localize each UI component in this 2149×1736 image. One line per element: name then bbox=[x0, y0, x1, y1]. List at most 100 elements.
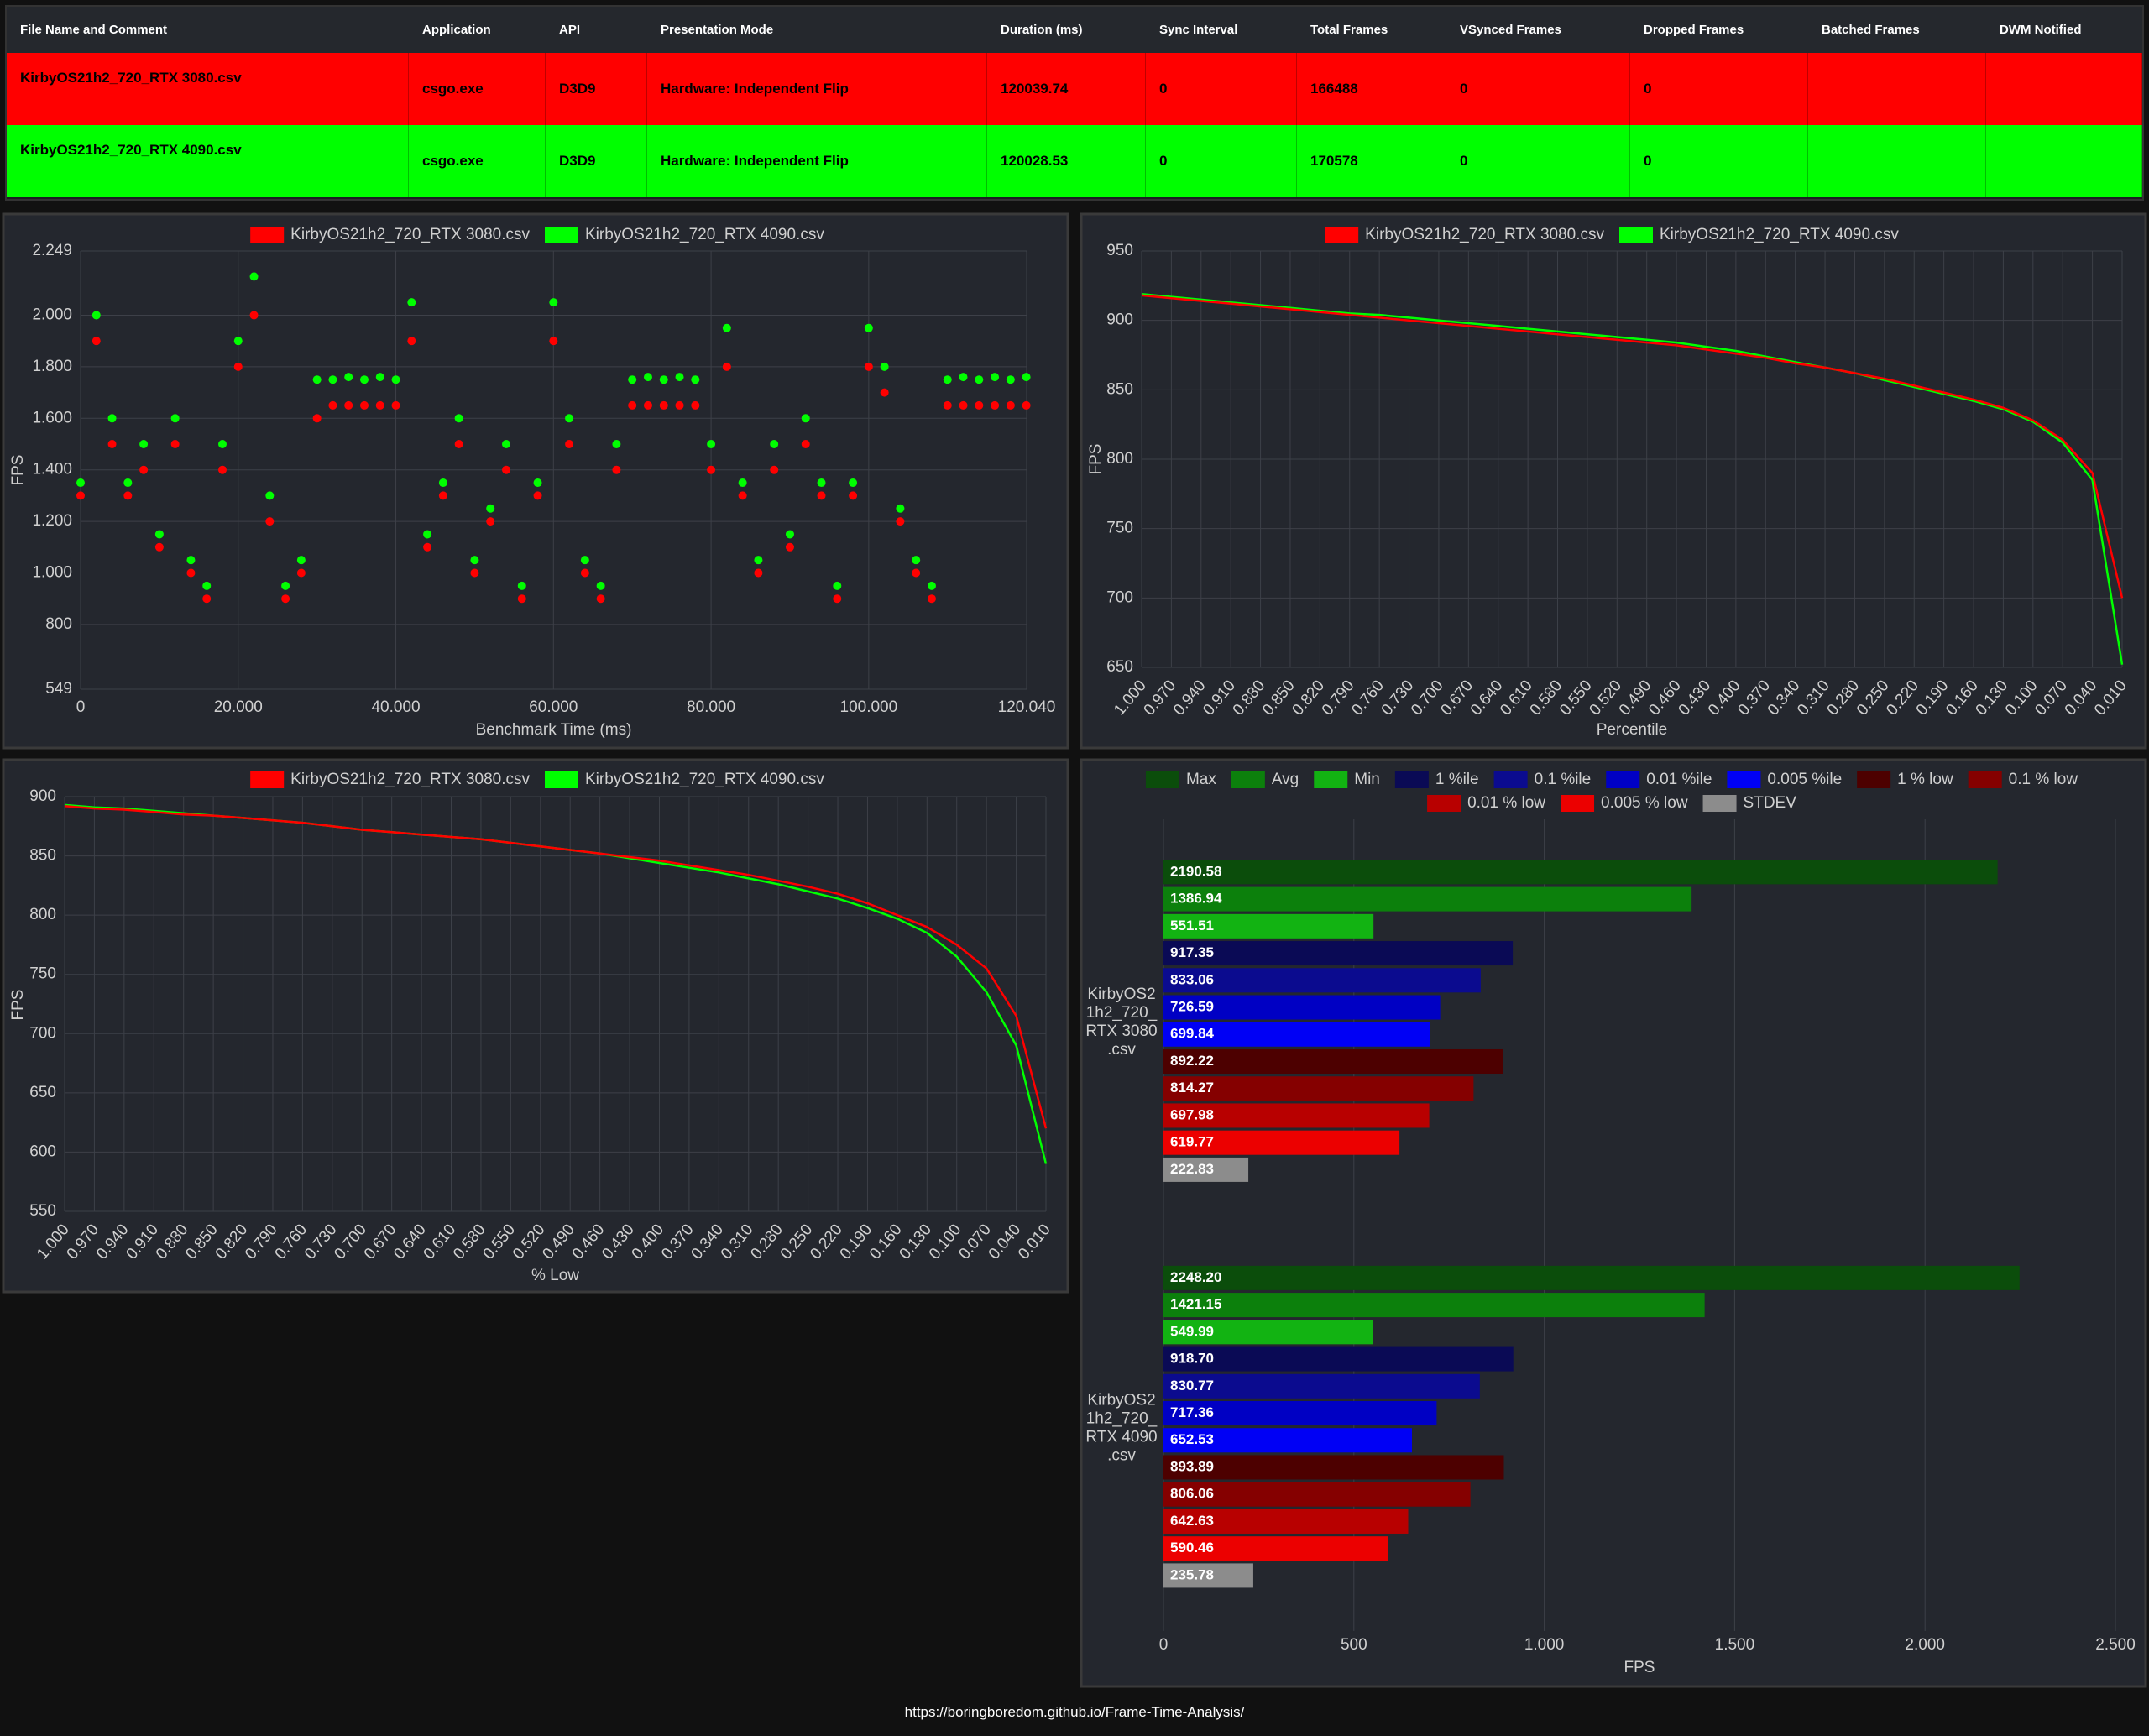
cell: 0 bbox=[1146, 53, 1297, 125]
cell: csgo.exe bbox=[409, 125, 546, 197]
y-tick-label: 1.600 bbox=[32, 409, 72, 426]
bar-value-label: 2190.58 bbox=[1170, 863, 1221, 879]
legend-swatch bbox=[1702, 795, 1737, 812]
scatter-point bbox=[328, 400, 337, 410]
scatter-point bbox=[612, 439, 621, 448]
legend-label: KirbyOS21h2_720_RTX 3080.csv bbox=[290, 226, 530, 243]
header-cell: Presentation Mode bbox=[661, 23, 774, 37]
y-tick-label: 750 bbox=[29, 965, 56, 983]
scatter-point bbox=[312, 375, 322, 384]
legend-swatch bbox=[1145, 771, 1179, 788]
scatter-point bbox=[770, 439, 779, 448]
bar-value-label: 590.46 bbox=[1170, 1540, 1214, 1556]
scatter-point bbox=[359, 375, 369, 384]
scatter-point bbox=[186, 556, 196, 565]
scatter-point bbox=[186, 568, 196, 578]
scatter-point bbox=[896, 517, 905, 526]
y-tick-label: 2.000 bbox=[32, 306, 72, 323]
scatter-point bbox=[391, 400, 400, 410]
y-tick-label: 800 bbox=[45, 615, 72, 633]
scatter-point bbox=[486, 517, 495, 526]
scatter-point bbox=[817, 491, 826, 500]
scatter-point bbox=[943, 375, 952, 384]
bar-value-label: 830.77 bbox=[1170, 1378, 1214, 1394]
scatter-point bbox=[375, 400, 384, 410]
legend-swatch bbox=[1968, 771, 2002, 788]
bar-value-label: 222.83 bbox=[1170, 1161, 1214, 1177]
x-tick-label: 100.000 bbox=[840, 698, 898, 716]
scatter-point bbox=[722, 323, 731, 332]
scatter-point bbox=[549, 298, 558, 307]
y-axis-label: FPS bbox=[9, 990, 27, 1021]
legend-label: 1 % low bbox=[1897, 771, 1953, 788]
header-cell: Duration (ms) bbox=[1001, 23, 1083, 37]
scatter-point bbox=[565, 414, 574, 423]
scatter-point bbox=[454, 414, 463, 423]
footer-link[interactable]: https://boringboredom.github.io/Frame-Ti… bbox=[904, 1704, 1245, 1720]
x-tick-label: 0 bbox=[76, 698, 86, 716]
data-row: KirbyOS21h2_720_RTX 3080.csv csgo.exe D3D9… bbox=[7, 53, 2142, 125]
x-tick-label: 500 bbox=[1341, 1636, 1367, 1654]
scatter-point bbox=[628, 400, 637, 410]
scatter-point bbox=[344, 400, 353, 410]
scatter-point bbox=[927, 581, 936, 590]
bar bbox=[1163, 1265, 2020, 1290]
scatter-point bbox=[722, 362, 731, 371]
empty-cell bbox=[1986, 125, 2142, 197]
bar-value-label: 549.99 bbox=[1170, 1323, 1214, 1339]
scatter-point bbox=[454, 439, 463, 448]
scatter-point bbox=[265, 491, 275, 500]
scatter-point bbox=[76, 491, 85, 500]
cell: Hardware: Independent Flip bbox=[647, 53, 987, 125]
scatter-point bbox=[643, 373, 652, 382]
bar bbox=[1163, 1103, 1430, 1128]
scatter-point bbox=[501, 439, 510, 448]
legend-swatch bbox=[1606, 771, 1640, 788]
scatter-point bbox=[785, 530, 794, 539]
scatter-point bbox=[328, 375, 337, 384]
bar-value-label: 814.27 bbox=[1170, 1080, 1214, 1095]
scatter-point bbox=[170, 439, 180, 448]
y-tick-label: 950 bbox=[1106, 242, 1133, 259]
scatter-point bbox=[580, 556, 589, 565]
scatter-point bbox=[549, 337, 558, 346]
legend-label: KirbyOS21h2_720_RTX 4090.csv bbox=[585, 226, 824, 243]
y-tick-label: 650 bbox=[29, 1084, 56, 1101]
x-tick-label: 0 bbox=[1159, 1636, 1169, 1654]
bar bbox=[1163, 1373, 1480, 1399]
legend-label: Min bbox=[1354, 771, 1380, 788]
bar bbox=[1163, 1455, 1504, 1480]
scatter-point bbox=[833, 594, 842, 604]
legend-swatch bbox=[1394, 771, 1429, 788]
bar-value-label: 697.98 bbox=[1170, 1106, 1214, 1122]
legend-label: Avg bbox=[1272, 771, 1299, 788]
x-tick-label: 20.000 bbox=[214, 698, 263, 716]
scatter-point bbox=[391, 375, 400, 384]
scatter-point bbox=[139, 465, 149, 474]
scatter-point bbox=[738, 478, 747, 488]
y-tick-label: 1.200 bbox=[32, 512, 72, 530]
bar-value-label: 699.84 bbox=[1170, 1026, 1215, 1042]
legend-label: 0.1 %ile bbox=[1535, 771, 1592, 788]
scatter-point bbox=[202, 594, 212, 604]
series-line bbox=[64, 805, 1048, 1129]
scatter-point bbox=[375, 373, 384, 382]
x-axis-label: Percentile bbox=[1597, 721, 1668, 739]
category-label: KirbyOS2 1h2_720_ RTX 3080 .csv bbox=[1085, 986, 1157, 1059]
cell: 0 bbox=[1630, 125, 1808, 197]
scatter-point bbox=[1022, 373, 1031, 382]
scatter-point bbox=[217, 439, 227, 448]
scatter-point bbox=[249, 311, 259, 320]
scatter-point bbox=[817, 478, 826, 488]
scatter-point bbox=[643, 400, 652, 410]
scatter-point bbox=[691, 400, 700, 410]
header-cell: Dropped Frames bbox=[1644, 23, 1744, 37]
scatter-point bbox=[849, 491, 858, 500]
empty-cell bbox=[1808, 53, 1986, 125]
scatter-point bbox=[707, 465, 716, 474]
legend-label: KirbyOS21h2_720_RTX 4090.csv bbox=[585, 771, 824, 788]
scatter-point bbox=[1022, 400, 1031, 410]
scatter-point bbox=[1006, 375, 1015, 384]
x-tick-label: 1.500 bbox=[1715, 1636, 1755, 1654]
scatter-point bbox=[833, 581, 842, 590]
